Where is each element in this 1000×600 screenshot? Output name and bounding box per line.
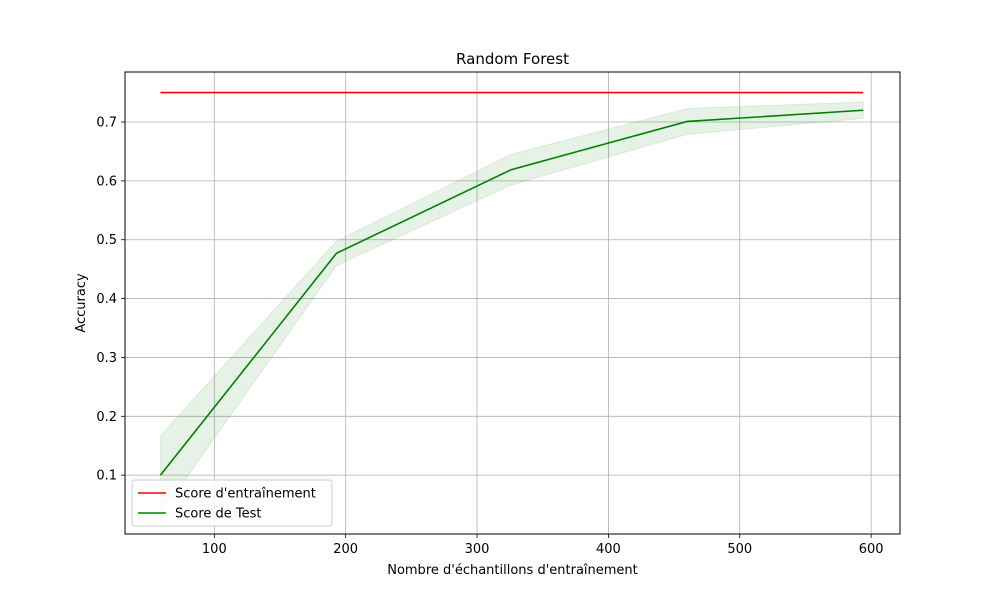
y-tick-label: 0.1 (96, 469, 117, 484)
plot-frame (124, 71, 901, 535)
x-tick-label: 400 (596, 542, 621, 557)
legend-label: Score d'entraînement (175, 487, 316, 502)
x-tick-label: 300 (465, 542, 490, 557)
confidence-band-area (159, 101, 864, 517)
y-tick-label: 0.4 (96, 292, 117, 307)
x-axis-ticks: 100 200 300 400 500 600 (202, 534, 884, 557)
x-axis-label: Nombre d'échantillons d'entraînement (387, 563, 638, 578)
y-axis-label: Accuracy (74, 273, 89, 333)
y-tick-label: 0.2 (96, 410, 117, 425)
x-tick-label: 200 (333, 542, 358, 557)
series-lines (159, 91, 864, 476)
x-tick-label: 100 (202, 542, 227, 557)
y-tick-label: 0.5 (96, 233, 117, 248)
chart-title: Random Forest (456, 50, 569, 68)
series-line (159, 109, 864, 476)
y-tick-label: 0.7 (96, 116, 117, 131)
legend-label: Score de Test (175, 507, 262, 522)
y-tick-label: 0.6 (96, 174, 117, 189)
legend: Score d'entraînement Score de Test (131, 479, 333, 527)
legend-box (131, 479, 333, 527)
x-tick-label: 600 (859, 542, 884, 557)
y-tick-label: 0.3 (96, 351, 117, 366)
y-axis-ticks: 0.1 0.2 0.3 0.4 0.5 0.6 0.7 (96, 116, 125, 484)
x-tick-label: 500 (727, 542, 752, 557)
confidence-band (159, 101, 864, 517)
